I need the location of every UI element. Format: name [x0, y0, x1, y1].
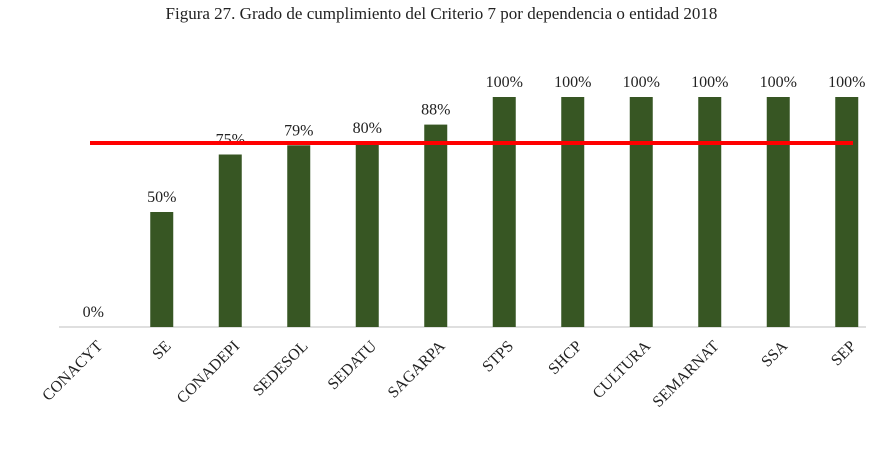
bar — [766, 97, 790, 327]
x-tick-label: SEMARNAT — [650, 338, 723, 411]
value-label: 100% — [486, 74, 523, 91]
value-label: 88% — [421, 102, 450, 119]
bar — [698, 97, 722, 327]
x-tick-label: SEP — [828, 338, 860, 370]
value-label: 100% — [828, 74, 865, 91]
value-label: 0% — [83, 304, 104, 321]
x-tick-label: SAGARPA — [385, 337, 449, 401]
bar — [492, 97, 516, 327]
x-tick-label: CULTURA — [590, 337, 655, 402]
value-label: 100% — [760, 74, 797, 91]
chart-title: Figura 27. Grado de cumplimiento del Cri… — [165, 4, 718, 23]
x-tick-label: SSA — [758, 337, 791, 370]
bar — [150, 212, 174, 327]
value-label: 100% — [691, 74, 728, 91]
bar — [561, 97, 585, 327]
value-label: 80% — [353, 120, 382, 137]
x-tick-label: STPS — [479, 338, 517, 376]
value-label: 100% — [554, 74, 591, 91]
bar — [835, 97, 859, 327]
x-tick-label: CONACYT — [39, 338, 106, 405]
bar — [629, 97, 653, 327]
value-label: 79% — [284, 122, 313, 139]
x-tick-label: CONADEPI — [174, 338, 243, 407]
value-label: 75% — [216, 132, 245, 149]
x-tick-label: SHCP — [545, 338, 585, 378]
value-label: 50% — [147, 189, 176, 206]
bar — [355, 143, 379, 327]
bar — [287, 145, 311, 327]
x-tick-label: SE — [149, 338, 174, 363]
bar — [424, 124, 448, 327]
bar — [218, 154, 242, 327]
x-tick-label: SEDESOL — [250, 338, 312, 400]
x-tick-label: SEDATU — [325, 337, 381, 393]
value-label: 100% — [623, 74, 660, 91]
